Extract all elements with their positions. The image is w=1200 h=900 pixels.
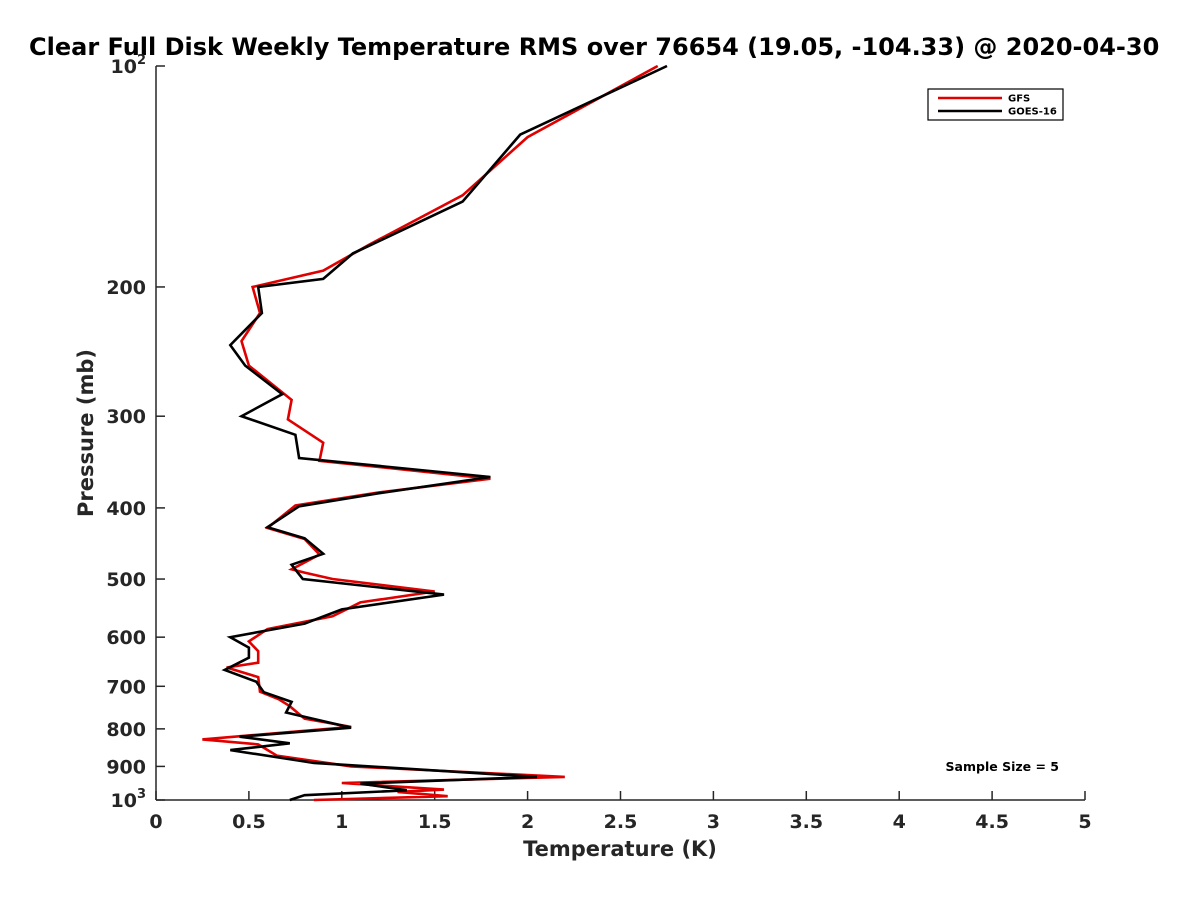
y-tick-label: 500: [106, 569, 146, 591]
legend-box: [927, 88, 1064, 121]
legend-label-goes-16: GOES-16: [1008, 107, 1057, 118]
x-tick-label: 3.5: [789, 811, 823, 833]
legend: GFS GOES-16: [927, 88, 1064, 121]
x-tick-label: 4: [893, 811, 906, 833]
x-tick-label: 3: [707, 811, 720, 833]
y-ticks: 102 200 300 400 500 600 700 800 900 103: [106, 53, 165, 812]
series-line-gfs: [202, 64, 659, 802]
sample-size-annotation: Sample Size = 5: [946, 759, 1059, 774]
x-tick-label: 2.5: [604, 811, 638, 833]
chart-title: Clear Full Disk Weekly Temperature RMS o…: [29, 33, 1159, 61]
x-axis-label: Temperature (K): [523, 837, 717, 861]
x-tick-label: 2: [521, 811, 534, 833]
y-tick-label: 600: [106, 627, 146, 649]
y-tick-label: 200: [106, 277, 146, 299]
y-tick-label: 700: [106, 676, 146, 698]
x-tick-label: 1: [335, 811, 348, 833]
plot-axes: [155, 66, 1085, 801]
y-tick-label: 400: [106, 498, 146, 520]
y-tick-label: 300: [106, 406, 146, 428]
y-tick-label: 800: [106, 719, 146, 741]
x-ticks: 0 0.5 1 1.5 2 2.5 3 3.5 4 4.5 5: [149, 791, 1092, 833]
series-lines: [202, 64, 668, 802]
y-tick-label: 102: [111, 53, 147, 78]
y-axis-label: Pressure (mb): [74, 349, 98, 517]
x-tick-label: 5: [1078, 811, 1091, 833]
legend-label-gfs: GFS: [1008, 94, 1030, 105]
series-line-goes-16: [221, 64, 668, 802]
x-tick-label: 4.5: [975, 811, 1009, 833]
x-tick-label: 0: [149, 811, 162, 833]
y-tick-label: 103: [111, 787, 147, 812]
x-tick-label: 1.5: [418, 811, 452, 833]
x-tick-label: 0.5: [232, 811, 266, 833]
y-tick-label: 900: [106, 756, 146, 778]
